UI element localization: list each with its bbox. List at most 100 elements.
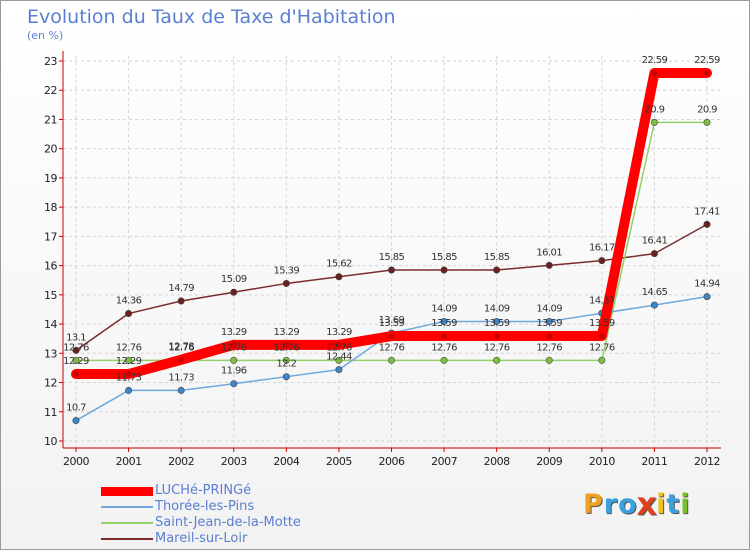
data-point <box>125 356 133 364</box>
data-label: 15.85 <box>379 252 405 263</box>
data-point <box>651 69 658 76</box>
data-label: 13.59 <box>379 318 405 329</box>
data-label: 22.59 <box>694 55 720 66</box>
y-tick-label: 16 <box>44 260 57 273</box>
data-point <box>545 317 553 325</box>
data-point <box>72 356 80 364</box>
data-point <box>598 333 605 340</box>
data-point <box>230 341 237 348</box>
data-point <box>703 118 711 126</box>
data-label: 12.29 <box>63 356 89 367</box>
data-point <box>650 118 658 126</box>
data-point <box>441 333 448 340</box>
x-tick-label: 2007 <box>431 455 457 468</box>
data-point <box>650 250 658 258</box>
data-point <box>335 366 343 374</box>
chart-title: Evolution du Taux de Taxe d'Habitation <box>27 6 396 28</box>
x-tick-label: 2008 <box>484 455 510 468</box>
data-point <box>230 356 238 364</box>
data-point <box>72 346 80 354</box>
data-point <box>125 386 133 394</box>
data-point <box>335 341 342 348</box>
data-label: 12.76 <box>274 342 300 353</box>
data-label: 12.76 <box>484 342 510 353</box>
data-point <box>493 333 500 340</box>
y-tick-label: 18 <box>44 201 57 214</box>
data-label: 14.65 <box>642 287 668 298</box>
data-label: 12.76 <box>431 342 457 353</box>
x-tick-label: 2012 <box>694 455 720 468</box>
legend: LUCHé-PRINGé Thorée-les-Pins Saint-Jean-… <box>101 483 461 547</box>
data-point <box>283 341 290 348</box>
data-label: 14.09 <box>536 303 562 314</box>
data-point <box>493 317 501 325</box>
y-tick-label: 13 <box>44 347 57 360</box>
data-label: 13.1 <box>66 332 86 343</box>
data-label: 20.9 <box>697 104 717 115</box>
data-label: 13.59 <box>431 318 457 329</box>
data-label: 13.59 <box>536 318 562 329</box>
data-point <box>282 373 290 381</box>
logo-letter: o <box>618 489 638 520</box>
x-tick-label: 2004 <box>273 455 299 468</box>
data-label: 12.29 <box>116 356 142 367</box>
data-label: 14.94 <box>694 279 720 290</box>
data-label: 14.37 <box>589 295 615 306</box>
data-label: 10.7 <box>66 403 86 414</box>
y-tick-label: 23 <box>44 55 57 68</box>
x-tick-label: 2003 <box>221 455 247 468</box>
data-label: 16.41 <box>642 236 668 247</box>
data-label: 17.41 <box>694 206 720 217</box>
data-label: 14.36 <box>116 296 142 307</box>
data-label: 13.69 <box>379 315 405 326</box>
data-label: 15.39 <box>274 265 300 276</box>
data-label: 16.17 <box>589 243 615 254</box>
data-point <box>598 257 606 265</box>
data-point <box>440 317 448 325</box>
legend-item-luche-pringe: LUCHé-PRINGé <box>101 483 461 499</box>
data-point <box>545 356 553 364</box>
y-tick-label: 21 <box>44 113 57 126</box>
data-label: 13.59 <box>484 318 510 329</box>
logo-letter: i <box>656 489 667 520</box>
legend-item-thoree-les-pins: Thorée-les-Pins <box>101 499 461 515</box>
data-point <box>493 356 501 364</box>
data-point <box>546 333 553 340</box>
x-tick-label: 2011 <box>641 455 667 468</box>
data-point <box>282 279 290 287</box>
data-label: 14.79 <box>168 283 194 294</box>
data-point <box>72 417 80 425</box>
data-label: 20.9 <box>644 104 664 115</box>
data-label: 15.62 <box>326 259 352 270</box>
data-point <box>387 266 395 274</box>
x-tick-label: 2001 <box>116 455 142 468</box>
y-tick-label: 10 <box>44 435 57 448</box>
data-point <box>177 297 185 305</box>
legend-swatch <box>101 487 153 496</box>
data-point <box>493 266 501 274</box>
x-tick-label: 2005 <box>326 455 352 468</box>
data-point <box>335 273 343 281</box>
data-point <box>703 293 711 301</box>
x-tick-label: 2002 <box>168 455 194 468</box>
data-label: 11.96 <box>221 366 247 377</box>
y-tick-label: 19 <box>44 172 57 185</box>
legend-label: Saint-Jean-de-la-Motte <box>155 515 301 530</box>
data-point <box>545 261 553 269</box>
data-label: 12.78 <box>168 342 194 353</box>
data-label: 15.85 <box>431 252 457 263</box>
data-label: 12.76 <box>589 342 615 353</box>
data-label: 12.76 <box>379 342 405 353</box>
legend-swatch <box>101 506 153 508</box>
x-tick-label: 2006 <box>379 455 405 468</box>
x-tick-label: 2000 <box>63 455 89 468</box>
y-tick-label: 11 <box>44 406 57 419</box>
data-point <box>650 301 658 309</box>
logo-letter: r <box>603 489 619 520</box>
data-point <box>387 356 395 364</box>
data-point <box>125 310 133 318</box>
data-label: 12.2 <box>276 359 296 370</box>
unit-label: (en %) <box>27 29 64 42</box>
legend-item-mareil-sur-loir: Mareil-sur-Loir <box>101 531 461 547</box>
